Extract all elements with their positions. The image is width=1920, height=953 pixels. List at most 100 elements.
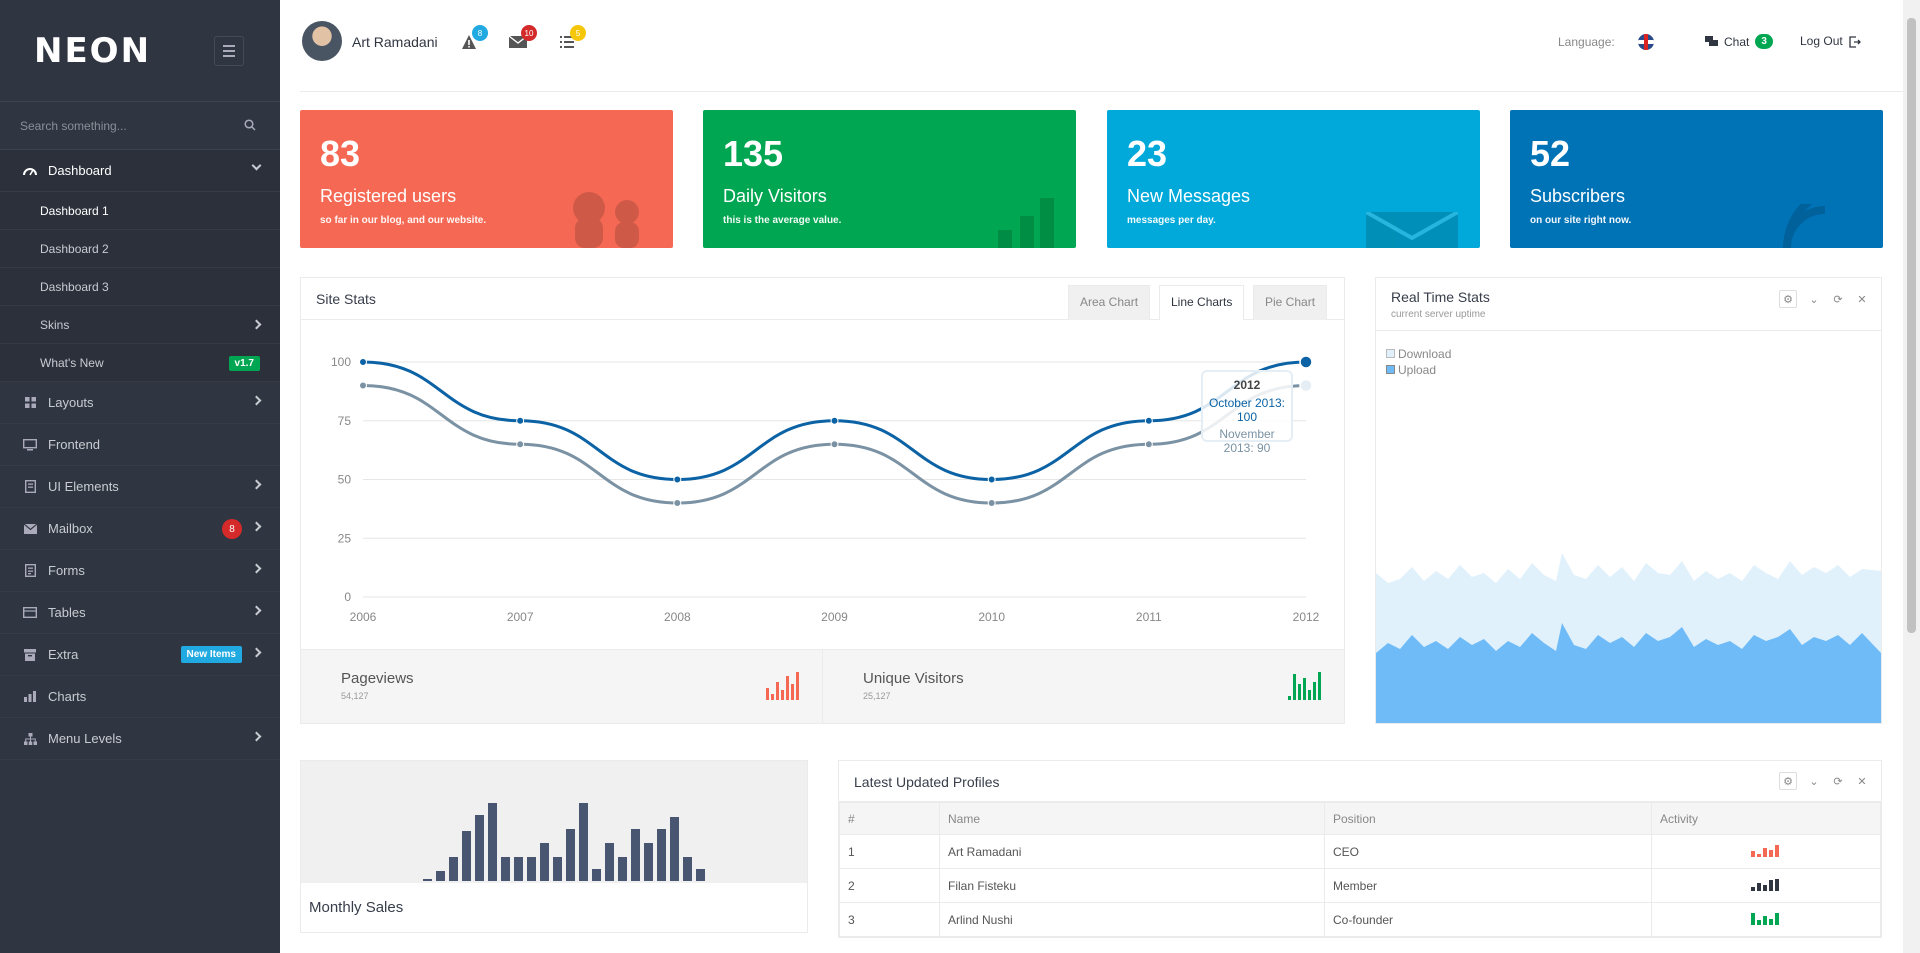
refresh-icon[interactable]: ⟳ [1833, 293, 1843, 306]
tooltip-title: 2012 [1233, 378, 1261, 392]
sidebar-item-layouts[interactable]: Layouts [0, 382, 280, 424]
page-scrollbar[interactable] [1903, 0, 1920, 953]
chat-button[interactable]: Chat 3 [1705, 34, 1773, 49]
chevron-right-icon [251, 479, 262, 490]
user-name[interactable]: Art Ramadani [352, 34, 438, 50]
chevron-right-icon [251, 731, 262, 742]
search-input[interactable] [20, 118, 240, 133]
logout-button[interactable]: Log Out [1800, 34, 1861, 48]
activity-sparkline-icon [1751, 879, 1779, 891]
tile-subscribers[interactable]: 52 Subscribers on our site right now. [1510, 110, 1883, 248]
sidebar-item-dashboard-1[interactable]: Dashboard 1 [0, 192, 280, 230]
tab-pie-chart[interactable]: Pie Chart [1253, 285, 1328, 320]
sidebar-item-dashboard[interactable]: Dashboard [0, 150, 280, 192]
logo[interactable]: NEON [34, 30, 152, 71]
legend-upload: Upload [1386, 362, 1451, 378]
tile-title: Registered users [320, 186, 457, 206]
data-point[interactable] [1144, 440, 1153, 449]
sidebar-item-dashboard-2[interactable]: Dashboard 2 [0, 230, 280, 268]
sidebar-item-what-s-new[interactable]: What's New v1.7 [0, 344, 280, 382]
sidebar-item-dashboard-3[interactable]: Dashboard 3 [0, 268, 280, 306]
flag-uk-icon[interactable] [1638, 34, 1654, 50]
data-point[interactable] [987, 499, 996, 507]
column-header-position[interactable]: Position [1324, 802, 1652, 835]
sidebar-item-extra[interactable]: Extra New Items [0, 634, 280, 676]
tab-line-charts[interactable]: Line Charts [1159, 285, 1245, 320]
sidebar-submenu: Dashboard 1 Dashboard 2 Dashboard 3 Skins Wh… [0, 192, 280, 382]
data-point[interactable] [516, 440, 525, 449]
logo-bar: NEON [0, 0, 280, 102]
data-point[interactable] [673, 499, 682, 507]
tile-desc: this is the average value. [723, 215, 842, 226]
language-label: Language: [1558, 35, 1615, 49]
panel-header: Real Time Stats current server uptime ⚙ … [1376, 278, 1881, 331]
search-icon[interactable] [244, 119, 256, 131]
collapse-icon[interactable]: ⌄ [1809, 775, 1819, 788]
cell-position: CEO [1324, 834, 1652, 869]
notifications-icon[interactable]: 8 [460, 25, 488, 51]
chat-label: Chat [1724, 34, 1750, 49]
panel-title: Real Time Stats [1391, 289, 1490, 305]
sidebar-item-label: Menu Levels [48, 731, 122, 746]
data-point[interactable] [1299, 378, 1313, 393]
data-point[interactable] [359, 381, 367, 390]
mail-icon [22, 522, 38, 536]
data-point[interactable] [830, 440, 839, 449]
table-row[interactable]: 1 Art Ramadani CEO [839, 834, 1881, 869]
legend-download-label: Download [1398, 347, 1452, 361]
sidebar-item-skins[interactable]: Skins [0, 306, 280, 344]
column-header-name[interactable]: Name [939, 802, 1325, 835]
refresh-icon[interactable]: ⟳ [1833, 775, 1843, 788]
logout-label: Log Out [1800, 34, 1843, 48]
legend-download: Download [1386, 346, 1451, 362]
sidebar-item-label: Dashboard [48, 163, 112, 178]
close-icon[interactable]: ✕ [1857, 293, 1867, 306]
x-tick-label: 2006 [350, 610, 377, 624]
data-point[interactable] [359, 358, 367, 366]
table-row[interactable]: 2 Filan Fisteku Member [839, 868, 1881, 903]
messages-icon[interactable]: 10 [509, 25, 537, 51]
ui-icon [22, 480, 38, 494]
y-tick-label: 50 [338, 473, 352, 487]
sidebar-menu: Dashboard Dashboard 1 Dashboard 2 Dashboard… [0, 150, 280, 760]
column-header-number[interactable]: # [839, 802, 940, 835]
gear-icon[interactable]: ⚙ [1779, 772, 1797, 790]
cell-n: 1 [839, 834, 940, 869]
tile-number: 52 [1530, 133, 1571, 174]
tasks-icon[interactable]: 5 [558, 25, 586, 51]
chevron-right-icon [251, 605, 262, 616]
close-icon[interactable]: ✕ [1857, 775, 1867, 788]
tab-area-chart[interactable]: Area Chart [1068, 285, 1151, 320]
data-point[interactable] [987, 475, 996, 484]
data-point[interactable] [516, 416, 525, 425]
data-point[interactable] [830, 416, 839, 425]
site-stats-panel: Site Stats Area Chart Line Charts Pie Ch… [300, 277, 1345, 724]
scrollbar-thumb[interactable] [1907, 18, 1916, 633]
collapse-icon[interactable]: ⌄ [1809, 293, 1819, 306]
sidebar-badge: New Items [180, 646, 242, 663]
tile-registered-users[interactable]: 83 Registered users so far in our blog, … [300, 110, 673, 248]
x-tick-label: 2011 [1136, 610, 1162, 624]
column-header-activity[interactable]: Activity [1651, 802, 1881, 835]
sidebar-item-label: Charts [48, 689, 87, 704]
monthly-sales-chart [423, 803, 705, 881]
realtime-area-chart [1376, 553, 1881, 723]
gear-icon[interactable]: ⚙ [1779, 290, 1797, 308]
chat-icon [1705, 36, 1718, 46]
unique-visitors-label: Unique Visitors [863, 670, 964, 687]
sidebar-item-ui-elements[interactable]: UI Elements [0, 466, 280, 508]
sidebar-item-frontend[interactable]: Frontend [0, 424, 280, 466]
sidebar-item-mailbox[interactable]: Mailbox 8 [0, 508, 280, 550]
table-row[interactable]: 3 Arlind Nushi Co-founder [839, 902, 1881, 937]
menu-toggle-button[interactable] [214, 36, 244, 66]
sidebar-item-charts[interactable]: Charts [0, 676, 280, 718]
sidebar-item-forms[interactable]: Forms [0, 550, 280, 592]
data-point[interactable] [1144, 416, 1153, 425]
sidebar-item-menu-levels[interactable]: Menu Levels [0, 718, 280, 760]
tile-new-messages[interactable]: 23 New Messages messages per day. [1107, 110, 1480, 248]
avatar[interactable] [302, 21, 342, 61]
data-point[interactable] [673, 475, 682, 484]
tile-daily-visitors[interactable]: 135 Daily Visitors this is the average v… [703, 110, 1076, 248]
sidebar-item-tables[interactable]: Tables [0, 592, 280, 634]
data-point[interactable] [1299, 355, 1313, 369]
